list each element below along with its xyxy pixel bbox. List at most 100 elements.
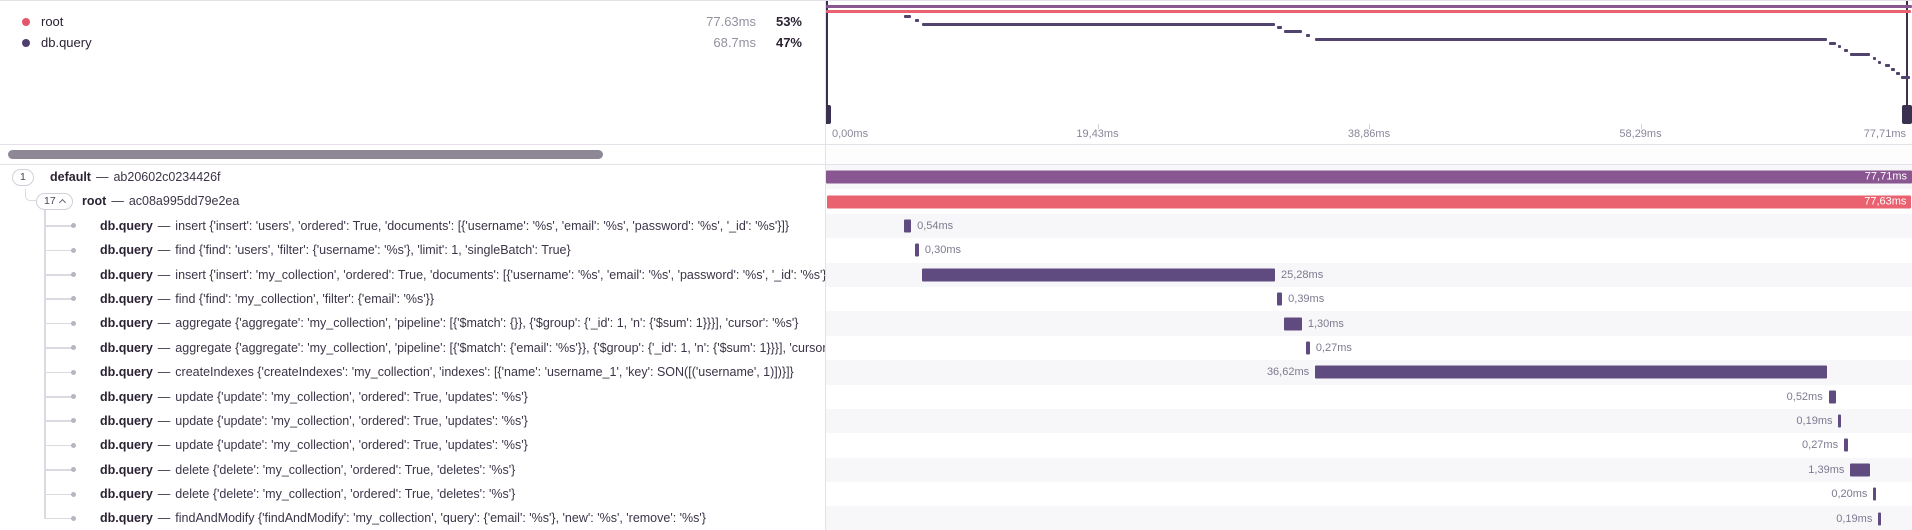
trace-row[interactable]: db.query — insert {'insert': 'users', 'ord… (0, 213, 1912, 239)
minimap-span-bar (921, 22, 1275, 26)
span-duration-bar[interactable] (1873, 487, 1877, 501)
span-duration-bar[interactable] (921, 268, 1275, 282)
tree-branch-line (44, 420, 72, 422)
minimap-left-handle-line[interactable] (826, 1, 828, 105)
minimap-right-handle-line[interactable] (1906, 1, 1908, 105)
span-duration-bar[interactable] (1844, 438, 1848, 452)
span-duration-bar[interactable] (1276, 292, 1283, 306)
span-description: db.query — createIndexes {'createIndexes':… (100, 360, 794, 384)
child-count: 1 (20, 170, 26, 183)
trace-row[interactable]: db.query — insert {'insert': 'my_collectio… (0, 262, 1912, 287)
span-duration-cell[interactable]: 36,62ms (826, 360, 1912, 385)
span-duration-cell[interactable]: 0,20ms (826, 482, 1912, 506)
span-desc-text: findAndModify {'findAndModify': 'my_coll… (175, 511, 706, 526)
trace-row[interactable]: db.query — findAndModify {'findAndModify':… (0, 506, 1912, 530)
duration-label: 0,19ms (1796, 415, 1833, 428)
tree-branch-dot (71, 320, 76, 326)
span-duration-bar[interactable] (914, 243, 919, 257)
span-duration-bar[interactable] (1315, 365, 1827, 379)
span-tree-cell[interactable]: 1 default — ab20602c0234426f (0, 165, 826, 190)
span-desc-text: createIndexes {'createIndexes': 'my_coll… (175, 365, 794, 380)
trace-row[interactable]: db.query — delete {'delete': 'my_collectio… (0, 457, 1912, 483)
trace-row[interactable]: db.query — find {'find': 'my_collection', … (0, 286, 1912, 312)
trace-row[interactable]: db.query — aggregate {'aggregate': 'my_col… (0, 335, 1912, 361)
child-count-badge[interactable]: 17 (36, 192, 73, 210)
span-duration-bar[interactable] (1850, 463, 1870, 477)
duration-label: 0,27ms (1315, 341, 1352, 354)
minimap-right-grip[interactable] (1902, 105, 1912, 124)
tree-branch-line (44, 396, 72, 398)
span-desc-text: delete {'delete': 'my_collection', 'orde… (175, 462, 516, 477)
span-duration-cell[interactable]: 77,71ms (826, 165, 1912, 190)
separator-dash: — (157, 511, 171, 526)
span-desc-text: update {'update': 'my_collection', 'orde… (175, 438, 528, 453)
span-duration-cell[interactable]: 0,19ms (826, 408, 1912, 434)
trace-row[interactable]: db.query — find {'find': 'users', 'filter'… (0, 238, 1912, 263)
span-duration-cell[interactable]: 0,52ms (826, 385, 1912, 409)
span-tree-cell[interactable]: db.query — insert {'insert': 'my_collectio… (0, 262, 826, 287)
span-tree-cell[interactable]: db.query — createIndexes {'createIndexes':… (0, 360, 826, 385)
span-tree-cell[interactable]: db.query — aggregate {'aggregate': 'my_col… (0, 311, 826, 336)
trace-row[interactable]: db.query — delete {'delete': 'my_collectio… (0, 482, 1912, 507)
span-duration-cell[interactable]: 1,39ms (826, 457, 1912, 483)
minimap-left-grip[interactable] (826, 105, 831, 124)
span-tree-cell[interactable]: db.query — delete {'delete': 'my_collectio… (0, 457, 826, 483)
span-duration-bar[interactable]: 77,63ms (826, 195, 1912, 209)
span-duration-cell[interactable]: 0,39ms (826, 287, 1912, 311)
child-count-badge[interactable]: 1 (12, 168, 34, 186)
trace-row[interactable]: db.query — update {'update': 'my_collectio… (0, 384, 1912, 409)
span-duration-cell[interactable]: 0,27ms (826, 433, 1912, 457)
span-duration-bar[interactable] (1838, 414, 1842, 428)
span-description: db.query — update {'update': 'my_collectio… (100, 409, 528, 433)
span-description: db.query — delete {'delete': 'my_collectio… (100, 482, 515, 506)
span-op: db.query (100, 511, 153, 526)
tree-branch-line (44, 322, 72, 325)
span-duration-bar[interactable] (1878, 512, 1882, 526)
span-duration-bar[interactable] (1828, 390, 1836, 404)
duration-label: 0,39ms (1288, 293, 1325, 306)
span-tree-cell[interactable]: db.query — find {'find': 'users', 'filter'… (0, 238, 826, 263)
trace-row[interactable]: db.query — update {'update': 'my_collectio… (0, 408, 1912, 434)
span-duration-bar[interactable] (1283, 317, 1302, 331)
span-duration-cell[interactable]: 25,28ms (826, 262, 1912, 287)
span-duration-cell[interactable]: 0,54ms (826, 213, 1912, 239)
span-tree-cell[interactable]: db.query — find {'find': 'my_collection', … (0, 286, 826, 312)
span-desc-text: update {'update': 'my_collection', 'orde… (175, 413, 528, 428)
span-duration-bar[interactable] (903, 219, 912, 233)
duration-label: 1,30ms (1307, 317, 1344, 330)
span-duration-bar[interactable]: 77,71ms (826, 170, 1912, 184)
span-duration-cell[interactable]: 77,63ms (826, 189, 1912, 213)
span-tree-cell[interactable]: db.query — update {'update': 'my_collectio… (0, 433, 826, 458)
span-op: db.query (100, 340, 153, 355)
span-duration-cell[interactable]: 1,30ms (826, 311, 1912, 336)
duration-label: 0,20ms (1831, 488, 1868, 501)
tree-scrollbar-thumb[interactable] (8, 150, 603, 159)
legend-label: db.query (41, 35, 92, 50)
span-tree-cell[interactable]: db.query — findAndModify {'findAndModify':… (0, 506, 826, 530)
span-duration-cell[interactable]: 0,27ms (826, 336, 1912, 360)
trace-minimap[interactable] (826, 1, 1912, 124)
trace-row[interactable]: 1 default — ab20602c0234426f 77,71ms (0, 165, 1912, 190)
trace-row[interactable]: db.query — aggregate {'aggregate': 'my_col… (0, 311, 1912, 336)
span-tree-cell[interactable]: 17 root — ac08a995dd79e2ea (0, 189, 826, 214)
span-tree-cell[interactable]: db.query — update {'update': 'my_collectio… (0, 408, 826, 434)
span-description: db.query — aggregate {'aggregate': 'my_col… (100, 336, 825, 360)
span-op: db.query (100, 243, 153, 258)
span-desc-text: find {'find': 'users', 'filter': {'usern… (175, 243, 571, 258)
span-tree-cell[interactable]: db.query — update {'update': 'my_collectio… (0, 384, 826, 409)
trace-row[interactable]: db.query — createIndexes {'createIndexes':… (0, 360, 1912, 385)
collapse-chevron-icon[interactable] (58, 198, 66, 206)
span-duration-cell[interactable]: 0,30ms (826, 238, 1912, 262)
span-tree-cell[interactable]: db.query — insert {'insert': 'users', 'ord… (0, 213, 826, 239)
legend-item-root[interactable]: root 77.63ms 53% (0, 11, 825, 32)
trace-row[interactable]: 17 root — ac08a995dd79e2ea 77,63ms (0, 189, 1912, 214)
span-tree-cell[interactable]: db.query — aggregate {'aggregate': 'my_col… (0, 335, 826, 361)
span-description: db.query — delete {'delete': 'my_collectio… (100, 458, 515, 482)
span-tree-cell[interactable]: db.query — delete {'delete': 'my_collectio… (0, 482, 826, 507)
span-duration-cell[interactable]: 0,19ms (826, 506, 1912, 530)
tree-scrollbar-track[interactable] (0, 145, 826, 164)
duration-label: 77,71ms (1864, 170, 1907, 183)
span-duration-bar[interactable] (1306, 341, 1310, 355)
trace-row[interactable]: db.query — update {'update': 'my_collectio… (0, 433, 1912, 458)
legend-item-db-query[interactable]: db.query 68.7ms 47% (0, 32, 825, 53)
